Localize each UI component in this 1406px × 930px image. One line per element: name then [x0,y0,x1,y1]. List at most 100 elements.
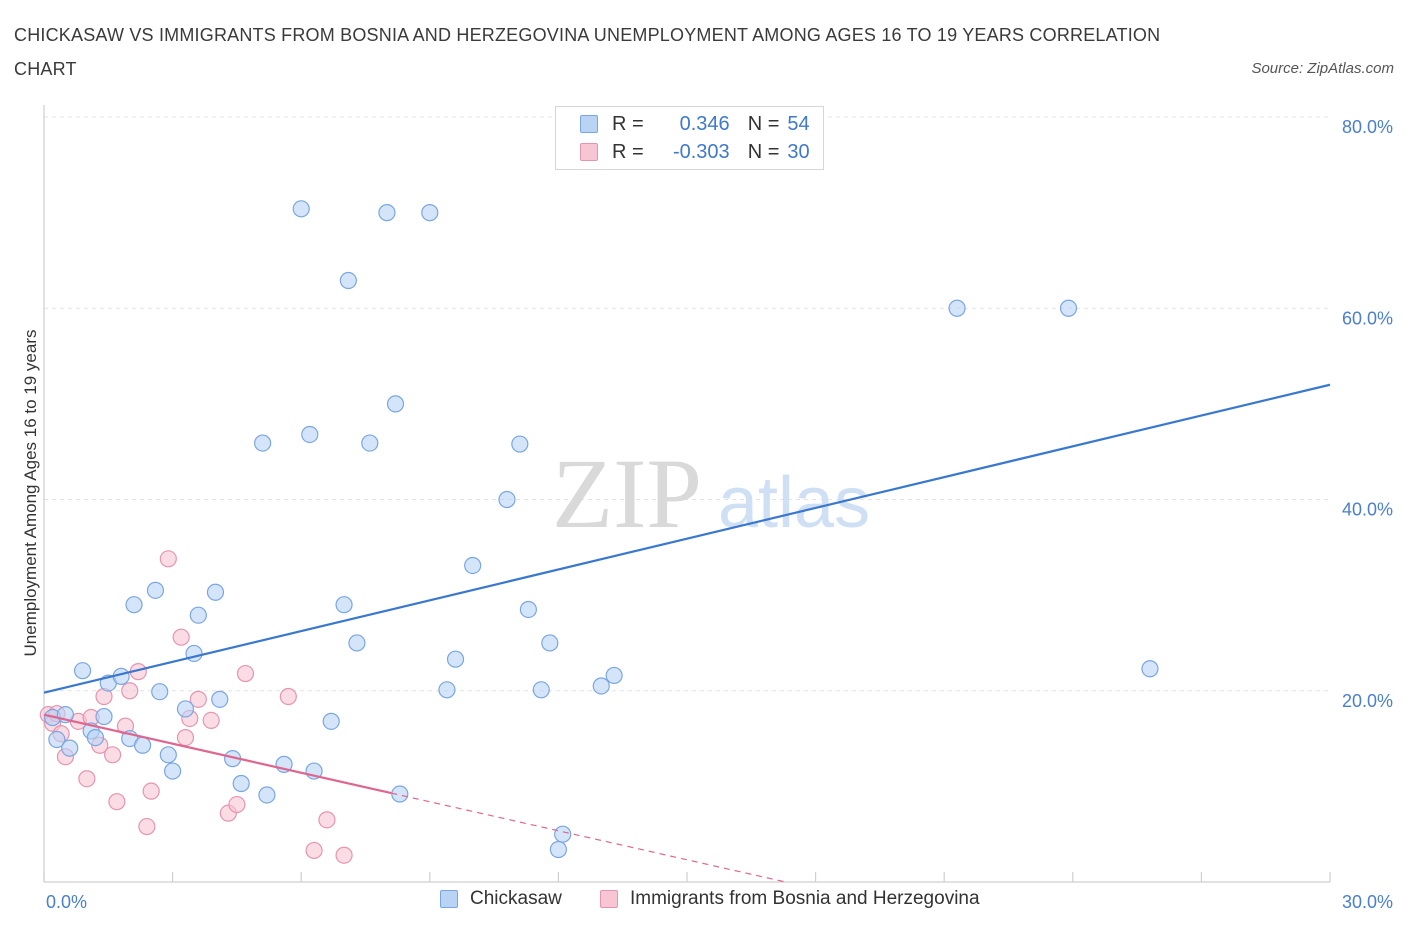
legend-n-value: 30 [787,140,810,163]
chickasaw-data-point [292,200,310,218]
bottom-legend-swatch-pink [600,890,618,908]
bottom-legend-bosnia: Immigrants from Bosnia and Herzegovina [600,888,980,910]
chickasaw-data-point [519,600,537,619]
x-tick-label-max: 30.0% [1342,892,1393,912]
chickasaw-data-point [1141,660,1159,678]
chickasaw-data-point [391,785,409,803]
legend-n-label: N = [747,140,780,163]
chickasaw-data-point [254,434,272,452]
y-tick-label: 60.0% [1342,308,1393,328]
bosnia-data-point [172,628,190,646]
bosnia-data-point [138,817,156,836]
chickasaw-data-point [232,774,250,793]
chickasaw-data-point [146,581,165,599]
bosnia-data-point [189,690,207,708]
chickasaw-data-point [159,746,177,764]
chickasaw-data-point [421,204,439,222]
chickasaw-data-point [151,683,169,701]
bosnia-trend-line-extension [391,792,786,883]
y-tick-label: 40.0% [1342,500,1393,520]
chickasaw-data-point [206,583,225,601]
correlation-legend: R = 0.346 N = 54 R = -0.303 N = 30 [555,106,824,170]
x-tick-marks [43,872,1331,882]
bottom-legend-label: Immigrants from Bosnia and Herzegovina [630,888,980,909]
chickasaw-data-point [95,707,113,726]
bosnia-data-point [335,846,353,864]
chickasaw-data-point [133,736,152,754]
bosnia-series-points [39,550,353,864]
legend-r-label: R = [612,112,644,135]
source-label: Source: ZipAtlas.com [1251,60,1394,77]
y-axis-label: Unemployment Among Ages 16 to 19 years [21,330,40,657]
chickasaw-data-point [532,681,550,699]
bosnia-data-point [202,711,220,729]
chickasaw-data-point [386,395,405,413]
watermark-atlas: atlas [718,463,870,543]
legend-row-bosnia: R = -0.303 N = 30 [580,139,810,165]
chickasaw-data-point [125,596,143,614]
y-tick-labels: 20.0% 40.0% 60.0% 80.0% [1342,117,1393,711]
bosnia-data-point [236,664,255,683]
chickasaw-data-point [335,596,353,614]
chickasaw-data-point [438,681,456,699]
chickasaw-data-point [211,690,229,708]
chickasaw-data-point [189,606,207,624]
legend-n-label: N = [747,112,780,135]
chickasaw-data-point [605,666,623,685]
grid-lines [44,116,1330,692]
chickasaw-data-point [541,634,559,652]
y-tick-label: 80.0% [1342,117,1393,137]
chickasaw-data-point [61,739,79,757]
watermark: ZIP atlas [552,438,870,549]
chickasaw-data-point [164,762,182,780]
chickasaw-data-point [948,299,966,317]
bosnia-data-point [108,793,126,811]
legend-swatch-blue [580,115,598,133]
bosnia-data-point [228,795,246,814]
chickasaw-data-point [446,650,465,668]
legend-n-value: 54 [787,112,810,135]
legend-row-chickasaw: R = 0.346 N = 54 [580,111,810,137]
chickasaw-trend-line [43,383,1331,694]
chickasaw-data-point [322,712,340,730]
bosnia-trend-line [43,713,392,795]
bosnia-data-point [142,782,160,800]
bosnia-data-point [121,682,139,700]
chickasaw-data-point [48,730,66,749]
bottom-legend-label: Chickasaw [470,888,562,909]
y-tick-label: 20.0% [1342,691,1393,711]
chickasaw-data-point [511,435,529,453]
chickasaw-data-point [339,271,357,290]
bosnia-data-point [318,811,336,829]
bottom-legend-chickasaw: Chickasaw [440,888,562,910]
legend-swatch-pink [580,143,598,161]
bosnia-data-point [279,687,297,706]
chickasaw-data-point [554,825,572,843]
x-tick-labels: 0.0% 30.0% [46,892,1393,912]
bosnia-data-point [78,770,96,788]
bosnia-data-point [305,841,323,860]
chickasaw-data-point [348,634,366,652]
chickasaw-data-point [86,729,105,747]
chart-title: CHICKASAW VS IMMIGRANTS FROM BOSNIA AND … [14,25,1161,79]
bosnia-data-point [103,746,122,764]
chickasaw-data-point [301,425,319,444]
chickasaw-data-point [73,662,92,680]
bosnia-data-point [159,550,177,568]
chickasaw-series-points [43,200,1159,859]
chickasaw-data-point [258,786,276,804]
watermark-zip: ZIP [552,438,702,549]
chickasaw-data-point [361,434,379,452]
chickasaw-data-point [498,490,516,509]
chickasaw-data-point [549,840,568,859]
chickasaw-data-point [464,556,482,575]
bosnia-data-point [176,729,195,747]
chickasaw-data-point [378,204,396,222]
chickasaw-data-point [176,700,195,718]
legend-r-value: 0.346 [679,112,730,135]
bottom-legend-swatch-blue [440,890,458,908]
legend-r-label: R = [612,140,644,163]
legend-r-value: -0.303 [672,140,730,163]
chickasaw-data-point [592,677,610,695]
